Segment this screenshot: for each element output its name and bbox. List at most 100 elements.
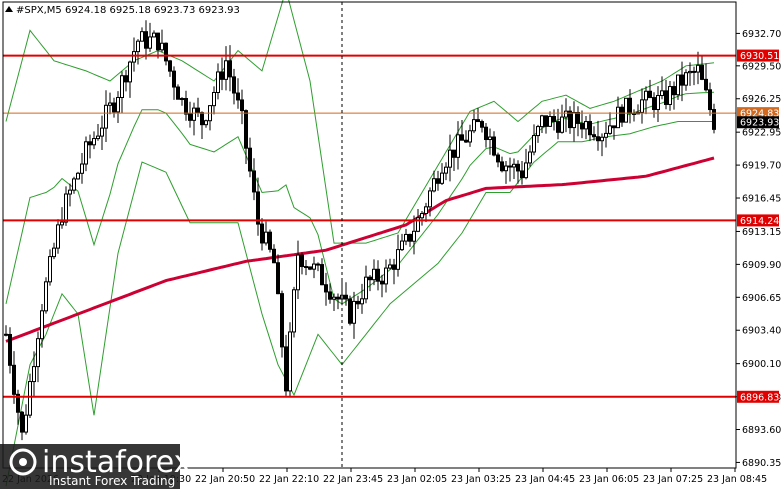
candle [520, 160, 524, 185]
candle-body [504, 165, 508, 172]
candle [208, 105, 212, 131]
candle-body [592, 134, 596, 138]
candle [48, 249, 52, 286]
candle-body [220, 71, 224, 80]
candle [324, 272, 328, 306]
candle-body [304, 266, 308, 269]
candle [140, 27, 144, 42]
candle-body [96, 135, 100, 140]
candle [172, 66, 176, 100]
chart-title: #SPX,M5 6924.18 6925.18 6923.73 6923.93 [16, 5, 240, 16]
candle [676, 74, 680, 100]
candle [124, 69, 128, 92]
candle [100, 115, 104, 151]
candle-body [528, 151, 532, 164]
candle [80, 152, 84, 184]
candle-body [140, 31, 144, 42]
candle-body [156, 32, 160, 51]
candle [508, 157, 512, 182]
candle-body [540, 115, 544, 128]
candle-body [296, 254, 300, 291]
candle [116, 91, 120, 124]
candle-body [72, 178, 76, 191]
candle [136, 39, 140, 65]
candle [312, 256, 316, 279]
candle [280, 290, 284, 358]
level-badge-bg [737, 390, 779, 403]
candle [424, 202, 428, 223]
y-tick-label: 6919.70 [742, 161, 781, 172]
current-price-badge-text: 6923.93 [740, 118, 779, 129]
candle-body [412, 230, 416, 242]
candle [532, 124, 536, 156]
candle-body [644, 90, 648, 101]
candle-body [80, 163, 84, 174]
y-tick-label: 6929.50 [742, 61, 781, 72]
candle-body [292, 289, 296, 333]
candle [16, 389, 20, 425]
candle [600, 133, 604, 157]
candle-body [480, 121, 484, 128]
candle-body [100, 127, 104, 137]
candle-body [396, 249, 400, 270]
instaforex-logo-icon [9, 448, 37, 476]
candle-body [164, 42, 168, 62]
candle-body [704, 78, 708, 91]
candle [592, 126, 596, 141]
candle [488, 128, 492, 155]
candle-body [308, 266, 312, 270]
candle [164, 42, 168, 66]
candle [88, 134, 92, 159]
watermark-tagline: Instant Forex Trading [49, 474, 175, 488]
candle-body [364, 276, 368, 300]
candle-body [488, 136, 492, 141]
y-tick-label: 6909.90 [742, 260, 781, 271]
candle-body [572, 111, 576, 129]
candle-body [76, 172, 80, 180]
candle-body [600, 136, 604, 142]
candle [4, 325, 8, 337]
candle-body [168, 60, 172, 72]
candle-body [456, 134, 460, 158]
candle-body [272, 248, 276, 264]
y-tick-label: 6900.10 [742, 359, 781, 370]
candle [668, 81, 672, 111]
candle-body [640, 99, 644, 113]
candle [200, 111, 204, 139]
candle-body [708, 89, 712, 111]
candle-body [584, 121, 588, 130]
candle-body [652, 97, 656, 111]
candle [576, 106, 580, 137]
candle-body [388, 264, 392, 269]
bollinger-bands [5, 0, 715, 487]
candle-body [384, 267, 388, 285]
candle [480, 119, 484, 133]
x-tick-label: 23 Jan 03:25 [451, 474, 511, 485]
candle-body [312, 263, 316, 270]
y-tick-label: 6913.15 [742, 227, 781, 238]
level-badge-bg [737, 49, 779, 62]
candle-body [536, 126, 540, 137]
candle-body [532, 135, 536, 153]
candle-body [12, 364, 16, 395]
plot-frame [2, 1, 737, 469]
candle [260, 218, 264, 251]
candle [404, 228, 408, 246]
candle-body [496, 154, 500, 163]
candle [692, 66, 696, 86]
support-resistance-levels [3, 54, 736, 398]
candle [120, 71, 124, 113]
candle-body [668, 86, 672, 105]
candle-body [648, 90, 652, 99]
candle [304, 260, 308, 276]
candle-body [596, 136, 600, 142]
candle-body [688, 70, 692, 74]
candle [524, 148, 528, 180]
candle-body [448, 149, 452, 168]
candle-body [120, 75, 124, 98]
candle-body [84, 141, 88, 165]
candle-body [300, 254, 304, 268]
candle-body [460, 134, 464, 141]
candle [588, 114, 592, 141]
level-badge-text: 6930.51 [740, 51, 779, 62]
